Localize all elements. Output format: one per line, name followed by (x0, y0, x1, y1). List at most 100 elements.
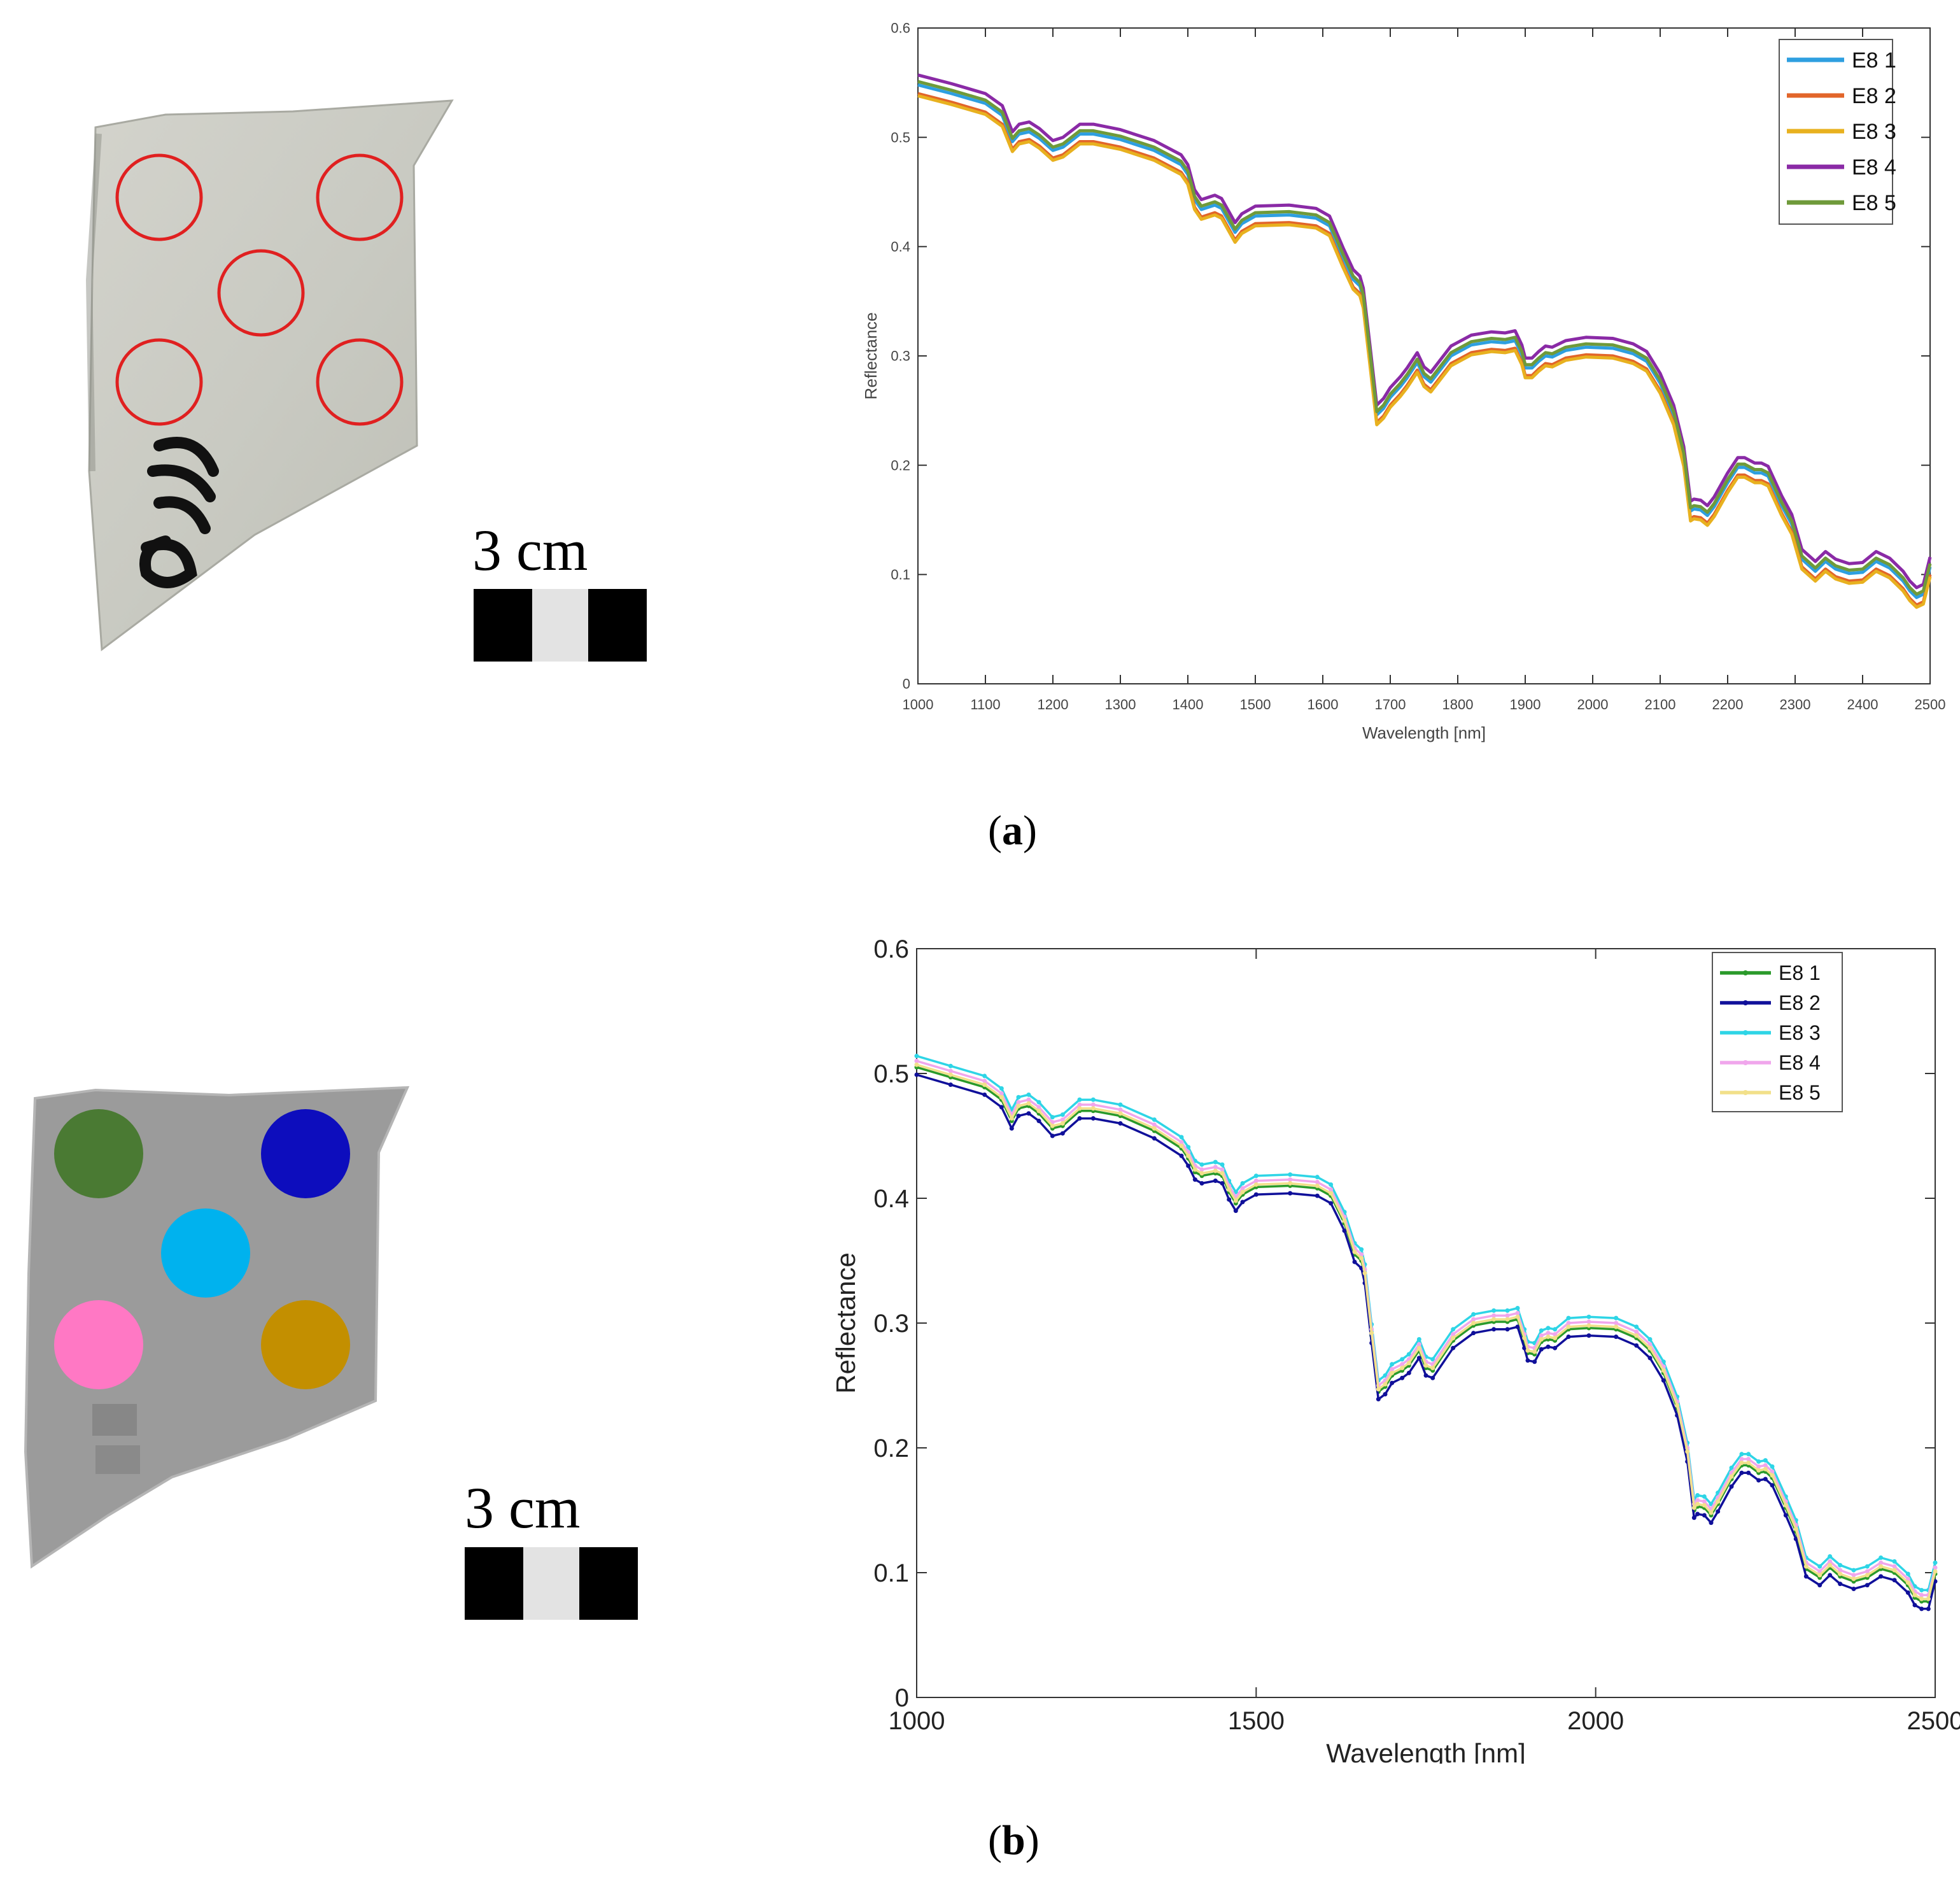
data-point (1865, 1573, 1870, 1578)
y-tick-label: 0.6 (891, 20, 910, 36)
data-point (1661, 1368, 1666, 1373)
data-point (1050, 1133, 1055, 1138)
x-tick-label: 1000 (889, 1707, 945, 1735)
data-point (1838, 1571, 1843, 1576)
y-tick-label: 0.3 (873, 1310, 909, 1338)
data-point (1253, 1179, 1258, 1184)
data-point (1709, 1510, 1714, 1515)
data-point (1383, 1382, 1388, 1387)
data-point (1451, 1336, 1456, 1341)
data-point (1400, 1357, 1405, 1362)
data-point (1756, 1464, 1761, 1469)
data-point (1851, 1573, 1856, 1578)
caption-a: (a) (988, 807, 1037, 854)
data-point (1614, 1324, 1619, 1329)
data-point (1026, 1097, 1031, 1102)
data-point (1240, 1180, 1245, 1186)
data-point (914, 1062, 919, 1067)
data-point (1186, 1145, 1191, 1150)
data-point (1828, 1573, 1833, 1578)
data-point (982, 1092, 987, 1097)
data-point (1016, 1103, 1021, 1108)
data-point (1179, 1144, 1184, 1149)
data-point (1199, 1167, 1204, 1172)
data-point (1491, 1317, 1497, 1322)
x-tick-label: 1300 (1105, 697, 1136, 712)
data-point (1763, 1463, 1768, 1468)
data-point (1865, 1564, 1870, 1569)
data-point (1515, 1305, 1520, 1310)
data-point (1359, 1256, 1364, 1261)
data-point (982, 1079, 987, 1084)
data-point (1152, 1122, 1157, 1127)
data-point (1471, 1317, 1476, 1322)
data-point (1213, 1159, 1218, 1165)
data-point (1009, 1126, 1014, 1131)
scale-label-b: 3 cm (465, 1475, 581, 1540)
sample-spot-3 (217, 249, 305, 337)
data-point (1647, 1345, 1653, 1350)
data-point (1532, 1349, 1537, 1354)
y-tick-label: 0.4 (891, 239, 910, 255)
legend-label: E8 2 (1779, 991, 1821, 1014)
data-point (1220, 1171, 1225, 1176)
data-point (1865, 1583, 1870, 1588)
data-point (1036, 1118, 1041, 1123)
data-point (1716, 1509, 1721, 1514)
legend-label: E8 4 (1852, 155, 1896, 180)
data-point (1430, 1357, 1435, 1362)
data-point (1152, 1136, 1157, 1141)
data-point (1892, 1559, 1897, 1564)
data-point (1695, 1501, 1700, 1506)
data-point (1926, 1596, 1931, 1601)
legend-label: E8 4 (1779, 1051, 1821, 1074)
data-point (948, 1063, 953, 1068)
data-point (1199, 1180, 1204, 1186)
data-point (1416, 1345, 1421, 1350)
data-point (1661, 1378, 1666, 1383)
data-point (1756, 1468, 1761, 1473)
data-point (1077, 1097, 1082, 1102)
data-point (1770, 1483, 1775, 1488)
data-point (1060, 1121, 1065, 1126)
handwritten-sample-mark (139, 437, 219, 588)
x-tick-label: 1900 (1510, 697, 1541, 712)
data-point (1770, 1469, 1775, 1474)
data-point (1546, 1326, 1551, 1331)
x-axis-label: Wavelength [nm] (1362, 723, 1486, 742)
x-tick-label: 1500 (1240, 697, 1271, 712)
data-point (1179, 1153, 1184, 1158)
data-point (1675, 1403, 1680, 1408)
data-point (1406, 1370, 1411, 1375)
data-point (1702, 1503, 1707, 1508)
data-point (982, 1073, 987, 1079)
data-point (1359, 1252, 1364, 1257)
data-point (1390, 1380, 1395, 1385)
data-point (1016, 1100, 1021, 1105)
data-point (914, 1072, 919, 1077)
map-spot-3 (161, 1208, 250, 1298)
data-point (1329, 1182, 1334, 1187)
x-tick-label: 1500 (1228, 1707, 1285, 1735)
data-point (1634, 1333, 1639, 1338)
x-tick-label: 2500 (1907, 1707, 1960, 1735)
y-tick-label: 0 (903, 676, 910, 692)
x-tick-label: 1700 (1375, 697, 1406, 712)
data-point (1471, 1331, 1476, 1336)
data-point (1691, 1505, 1696, 1510)
data-point (1817, 1583, 1823, 1588)
series-line-e8-4 (917, 73, 1932, 590)
plot-area-a (917, 27, 1931, 684)
data-point (1118, 1111, 1123, 1116)
data-point (1793, 1536, 1798, 1541)
data-point (1400, 1375, 1405, 1380)
y-tick-label: 0.4 (873, 1185, 909, 1213)
data-point (1586, 1314, 1591, 1319)
data-point (1566, 1335, 1571, 1340)
data-point (1817, 1564, 1823, 1569)
data-point (1879, 1560, 1884, 1565)
data-point (1515, 1310, 1520, 1315)
data-point (1390, 1370, 1395, 1375)
data-point (1342, 1218, 1347, 1223)
data-point (914, 1058, 919, 1063)
